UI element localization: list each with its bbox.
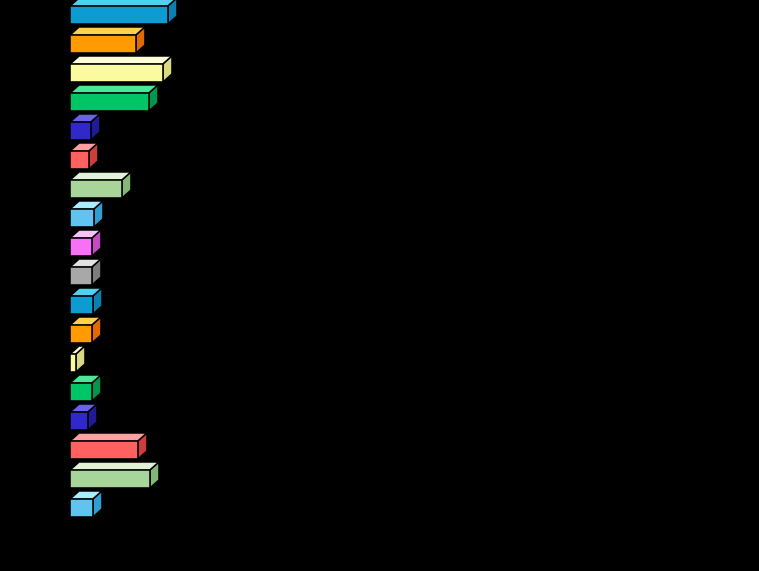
bar-front-face bbox=[69, 63, 164, 83]
bar-14 bbox=[67, 373, 104, 403]
bar-15 bbox=[67, 402, 100, 432]
bar-16 bbox=[67, 431, 150, 461]
bar-front-face bbox=[69, 266, 93, 286]
bar-front-face bbox=[69, 179, 123, 199]
bar-17 bbox=[67, 460, 162, 490]
bar-front-face bbox=[69, 382, 93, 402]
bar-18 bbox=[67, 489, 105, 519]
bar-front-face bbox=[69, 150, 90, 170]
bar-front-face bbox=[69, 498, 94, 518]
bar-top-face bbox=[67, 461, 162, 471]
bar-front-face bbox=[69, 324, 93, 344]
bar-front-face bbox=[69, 121, 92, 141]
bar-9 bbox=[67, 228, 104, 258]
bar-front-face bbox=[69, 34, 137, 54]
bar-front-face bbox=[69, 237, 93, 257]
bar-front-face bbox=[69, 295, 94, 315]
bar-4 bbox=[67, 83, 161, 113]
bar-8 bbox=[67, 199, 106, 229]
bar-front-face bbox=[69, 411, 89, 431]
bar-front-face bbox=[69, 208, 95, 228]
bar-1 bbox=[67, 0, 178, 26]
bar-top-face bbox=[67, 55, 175, 65]
bar-13 bbox=[67, 344, 88, 374]
bar-top-face bbox=[67, 0, 176, 7]
bar-front-face bbox=[69, 440, 139, 460]
bar-6 bbox=[67, 141, 101, 171]
bar-top-face bbox=[67, 84, 161, 94]
bar-front-face bbox=[69, 92, 150, 112]
bar-2 bbox=[67, 25, 148, 55]
bar-7 bbox=[67, 170, 134, 200]
bars-group bbox=[67, 0, 178, 519]
bar-3 bbox=[67, 54, 175, 84]
bar-11 bbox=[67, 286, 105, 316]
bar-5 bbox=[67, 112, 103, 142]
bar-10 bbox=[67, 257, 104, 287]
bar-front-face bbox=[69, 353, 77, 373]
bar-top-face bbox=[67, 432, 150, 442]
bar-top-face bbox=[67, 26, 148, 36]
bar-front-face bbox=[69, 5, 169, 25]
bar-front-face bbox=[69, 469, 151, 489]
bar-12 bbox=[67, 315, 104, 345]
bar-top-face bbox=[67, 171, 134, 181]
